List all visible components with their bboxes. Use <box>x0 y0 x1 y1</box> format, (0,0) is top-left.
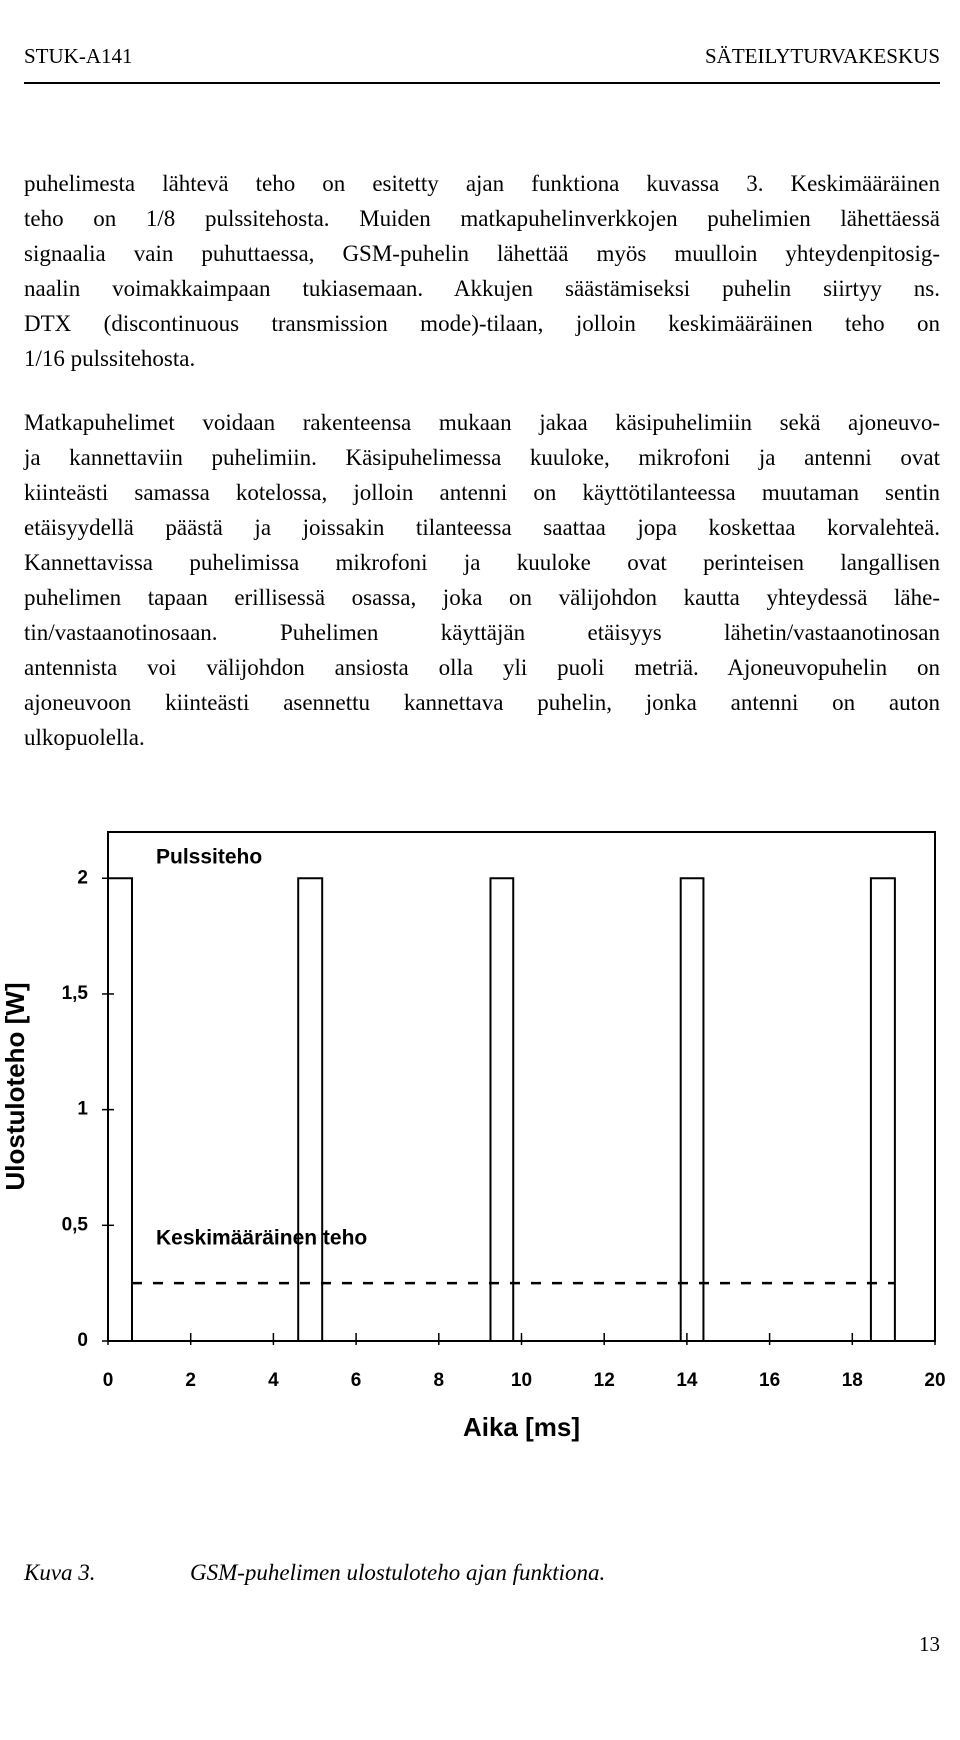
text-line: tin/vastaanotinosaan. Puhelimen käyttäjä… <box>24 620 940 645</box>
x-tick-label: 20 <box>924 1370 945 1391</box>
series-label: Pulssiteho <box>156 846 262 869</box>
paragraph: puhelimesta lähtevä teho on esitetty aja… <box>24 166 940 376</box>
x-tick-label: 0 <box>103 1370 114 1391</box>
text-line: kiinteästi samassa kotelossa, jolloin an… <box>24 480 940 505</box>
x-tick-label: 4 <box>268 1370 279 1391</box>
x-tick-label: 12 <box>594 1370 615 1391</box>
text-line: teho on 1/8 pulssitehosta. Muiden matkap… <box>24 206 940 231</box>
x-axis-title: Aika [ms] <box>463 1412 580 1442</box>
text-line: Matkapuhelimet voidaan rakenteensa mukaa… <box>24 410 940 435</box>
x-tick-label: 18 <box>842 1370 863 1391</box>
y-tick-label: 2 <box>77 867 88 888</box>
y-tick-label: 0,5 <box>62 1214 89 1235</box>
text-line: ajoneuvoon kiinteästi asennettu kannetta… <box>24 690 940 715</box>
x-tick-label: 8 <box>434 1370 445 1391</box>
x-tick-label: 14 <box>676 1370 698 1391</box>
plot-frame <box>107 831 936 1342</box>
series-label: Keskimääräinen teho <box>156 1227 367 1250</box>
y-tick-label: 1 <box>77 1099 88 1120</box>
text-line: ja kannettaviin puhelimiin. Käsipuhelime… <box>24 445 940 470</box>
text-line: ulkopuolella. <box>24 725 145 750</box>
series-line <box>108 877 935 1342</box>
paragraph: Matkapuhelimet voidaan rakenteensa mukaa… <box>24 405 940 755</box>
caption-text: GSM-puhelimen ulostuloteho ajan funktion… <box>190 1560 606 1585</box>
text-line: 1/16 pulssitehosta. <box>24 346 196 371</box>
page-number: 13 <box>919 1632 940 1656</box>
text-line: DTX (discontinuous transmission mode)-ti… <box>24 311 940 336</box>
text-line: puhelimesta lähtevä teho on esitetty aja… <box>24 171 940 196</box>
text-line: signaalia vain puhuttaessa, GSM-puhelin … <box>24 241 940 266</box>
header-rule <box>24 82 940 84</box>
text-line: puhelimen tapaan erillisessä osassa, jok… <box>24 585 940 610</box>
x-tick-label: 6 <box>351 1370 362 1391</box>
y-tick-label: 1,5 <box>62 983 89 1004</box>
x-tick-label: 10 <box>511 1370 532 1391</box>
caption-label: Kuva 3. <box>24 1560 96 1585</box>
text-line: antennista voi välijohdon ansiosta olla … <box>24 655 940 680</box>
text-line: naalin voimakkaimpaan tukiasemaan. Akkuj… <box>24 276 940 301</box>
y-tick-label: 0 <box>77 1330 88 1351</box>
x-tick-label: 2 <box>185 1370 196 1391</box>
y-axis-title: Ulostuloteho [W] <box>0 983 30 1191</box>
x-tick-label: 16 <box>759 1370 780 1391</box>
text-line: etäisyydellä päästä ja joissakin tilante… <box>24 515 940 540</box>
header-left: STUK-A141 <box>24 44 133 68</box>
text-line: Kannettavissa puhelimissa mikrofoni ja k… <box>24 550 940 575</box>
header-right: SÄTEILYTURVAKESKUS <box>704 44 940 68</box>
